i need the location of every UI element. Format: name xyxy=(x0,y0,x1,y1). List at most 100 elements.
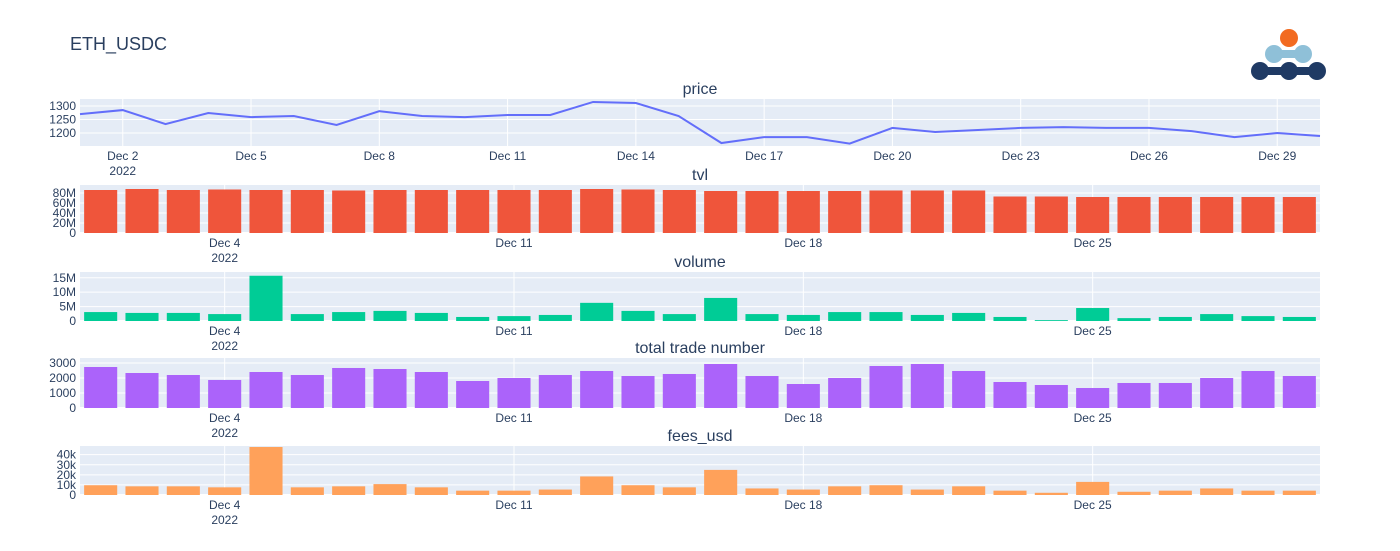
bar xyxy=(497,316,531,321)
page-title: ETH_USDC xyxy=(70,34,167,55)
y-tick-label: 1250 xyxy=(49,113,76,127)
bar xyxy=(373,190,407,233)
price-line xyxy=(79,100,1321,145)
bar xyxy=(869,312,903,321)
bar xyxy=(1076,308,1110,321)
bar xyxy=(1282,376,1316,408)
x-tick-label: Dec 17 xyxy=(745,149,783,163)
y-tick-label: 0 xyxy=(69,314,76,328)
x-tick-label: Dec 18 xyxy=(784,411,822,425)
x-tick-label: Dec 4 2022 xyxy=(209,236,241,265)
bar xyxy=(621,310,655,321)
bar xyxy=(828,191,862,233)
bar xyxy=(580,370,614,408)
bar xyxy=(125,486,159,495)
bar xyxy=(910,364,944,408)
bar xyxy=(910,190,944,233)
plot-area xyxy=(80,272,1320,321)
x-tick-label: Dec 18 xyxy=(784,236,822,250)
bar xyxy=(1241,370,1275,408)
x-tick-label: Dec 11 xyxy=(495,236,532,250)
bar xyxy=(869,485,903,495)
bar xyxy=(1034,385,1068,408)
bar xyxy=(1117,491,1151,495)
bar xyxy=(166,312,200,321)
bar xyxy=(290,314,324,321)
x-tick-label: Dec 11 xyxy=(489,149,526,163)
bar xyxy=(538,314,572,321)
bar xyxy=(993,316,1027,321)
bar xyxy=(1034,492,1068,495)
bar xyxy=(1076,197,1110,233)
bar xyxy=(332,367,366,408)
bar xyxy=(373,368,407,408)
bar xyxy=(414,487,448,495)
x-tick-label: Dec 8 xyxy=(364,149,396,163)
x-tick-label: Dec 11 xyxy=(495,411,532,425)
y-tick-label: 20k xyxy=(57,468,77,482)
bar xyxy=(1076,481,1110,495)
bar xyxy=(621,485,655,495)
bar xyxy=(166,190,200,233)
y-tick-label: 1300 xyxy=(49,99,76,113)
bar xyxy=(84,190,118,233)
bar xyxy=(373,484,407,495)
bar xyxy=(786,191,820,233)
bar xyxy=(910,314,944,321)
bar xyxy=(1034,196,1068,233)
bar xyxy=(208,189,242,233)
bar xyxy=(621,376,655,408)
x-tick-label: Dec 2 2022 xyxy=(107,149,139,178)
x-tick-label: Dec 25 xyxy=(1074,324,1112,338)
bar xyxy=(414,190,448,233)
x-tick-label: Dec 25 xyxy=(1074,236,1112,250)
bar xyxy=(456,316,490,321)
bar xyxy=(745,191,779,233)
bar xyxy=(1158,197,1192,233)
bar xyxy=(125,373,159,408)
x-tick-label: Dec 4 2022 xyxy=(209,324,241,353)
bar xyxy=(952,312,986,321)
subplot-title: price xyxy=(683,81,718,98)
bar xyxy=(580,476,614,495)
subplot-title: volume xyxy=(674,254,726,271)
bar xyxy=(786,383,820,408)
bar xyxy=(1200,314,1234,321)
bar xyxy=(332,486,366,495)
bar xyxy=(249,275,283,321)
y-tick-label: 15M xyxy=(53,271,76,285)
y-tick-label: 2000 xyxy=(49,371,76,385)
bar xyxy=(1200,377,1234,408)
bar xyxy=(704,364,738,408)
y-tick-label: 40k xyxy=(57,448,77,462)
bar xyxy=(1282,197,1316,233)
bar xyxy=(84,367,118,408)
y-tick-label: 80M xyxy=(53,186,76,200)
bar xyxy=(456,490,490,495)
bar xyxy=(662,373,696,408)
bar xyxy=(332,190,366,233)
subplot-title: total trade number xyxy=(635,340,766,357)
bar xyxy=(1117,318,1151,321)
y-tick-label: 0 xyxy=(69,488,76,502)
plot-area xyxy=(80,358,1320,408)
bar xyxy=(125,189,159,233)
bar xyxy=(662,487,696,495)
x-tick-label: Dec 20 xyxy=(873,149,911,163)
x-tick-label: Dec 4 2022 xyxy=(209,498,241,527)
y-tick-label: 1200 xyxy=(49,126,76,140)
bar xyxy=(84,312,118,321)
bar xyxy=(166,486,200,495)
bar xyxy=(828,377,862,408)
bar xyxy=(538,374,572,408)
x-tick-label: Dec 18 xyxy=(784,324,822,338)
bar xyxy=(456,380,490,408)
bar xyxy=(290,374,324,408)
bar xyxy=(621,189,655,233)
bar xyxy=(1241,490,1275,495)
y-tick-label: 10M xyxy=(53,285,76,299)
bar xyxy=(828,486,862,495)
y-tick-label: 5M xyxy=(59,300,76,314)
y-tick-label: 1000 xyxy=(49,386,76,400)
bar xyxy=(952,486,986,495)
